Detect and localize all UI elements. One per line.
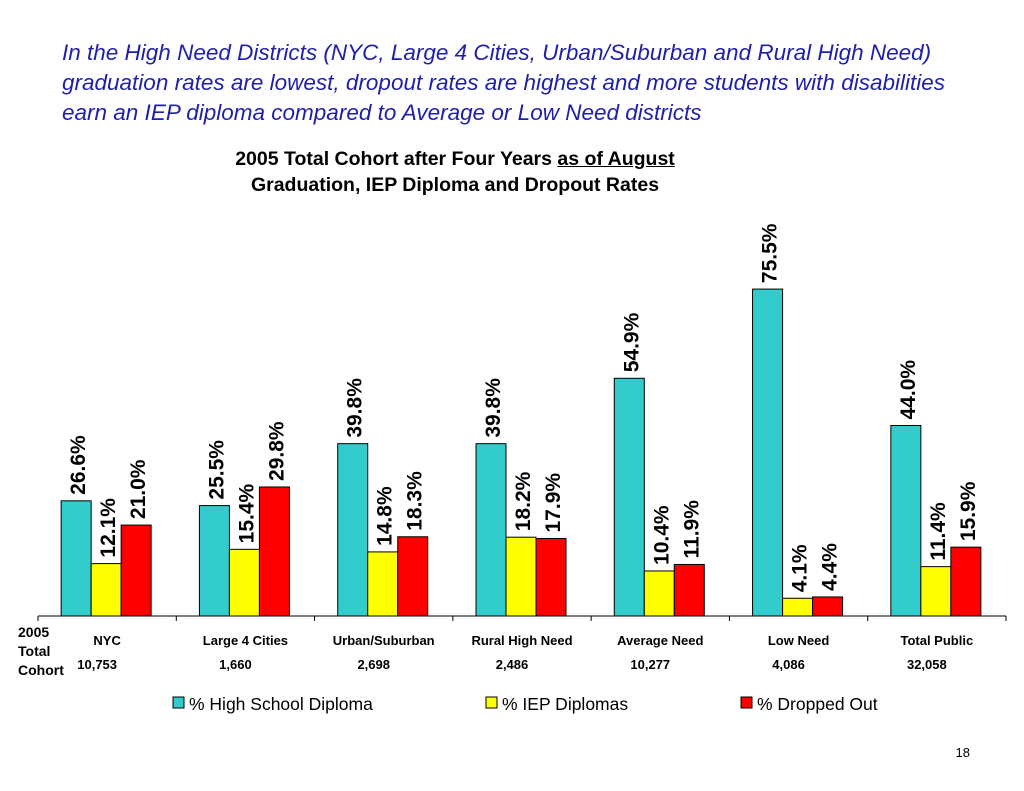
category-label: Average Need: [617, 633, 703, 648]
cohort-count: 10,753: [77, 657, 117, 672]
data-label: 11.4%: [927, 502, 950, 561]
bar: [505, 536, 537, 617]
data-label: 44.0%: [897, 360, 920, 420]
data-label: 75.5%: [759, 223, 782, 283]
legend-swatch: [172, 696, 185, 709]
data-label: 21.0%: [127, 459, 150, 519]
category-label: Low Need: [768, 633, 829, 648]
data-label: 26.6%: [67, 435, 90, 495]
data-label: 10.4%: [650, 505, 673, 565]
category-label: NYC: [93, 633, 121, 648]
cohort-count: 2,698: [357, 657, 390, 672]
data-label: 17.9%: [542, 473, 565, 533]
legend-swatch: [485, 696, 498, 709]
bar: [60, 500, 92, 617]
data-label: 4.4%: [819, 543, 842, 591]
bar: [920, 566, 952, 617]
cohort-count: 1,660: [219, 657, 252, 672]
data-label: 25.5%: [205, 440, 228, 500]
data-label: 4.1%: [789, 544, 812, 592]
bar: [475, 443, 507, 617]
chart-title-line-2: Graduation, IEP Diploma and Dropout Rate…: [250, 174, 660, 196]
bar: [812, 596, 844, 617]
chart-title-main: 2005 Total Cohort after Four Years: [235, 148, 552, 170]
chart-title-underlined: as of August: [557, 148, 675, 170]
cohort-count: 2,486: [496, 657, 529, 672]
bar: [120, 524, 152, 617]
category-label: Rural High Need: [471, 633, 572, 648]
bar: [337, 443, 369, 617]
legend-label: % High School Diploma: [189, 694, 373, 714]
data-label: 29.8%: [265, 421, 288, 481]
bar: [782, 597, 814, 617]
headline-text: In the High Need Districts (NYC, Large 4…: [62, 40, 945, 125]
data-label: 18.2%: [512, 471, 535, 531]
cohort-count: 4,086: [772, 657, 805, 672]
bar: [752, 288, 784, 617]
legend-label: % IEP Diplomas: [502, 694, 628, 714]
legend-label: % Dropped Out: [757, 694, 878, 714]
category-label: Large 4 Cities: [203, 633, 288, 648]
bar: [535, 537, 567, 617]
bar: [613, 377, 645, 617]
bar: [367, 551, 399, 617]
data-label: 15.9%: [957, 481, 980, 541]
data-label: 12.1%: [97, 498, 120, 558]
legend-swatch: [740, 696, 753, 709]
bar: [890, 424, 922, 617]
cohort-row-label: Cohort: [18, 662, 64, 678]
page-number: 18: [955, 745, 970, 760]
data-label: 11.9%: [680, 500, 703, 559]
bar: [673, 563, 705, 617]
bar: [950, 546, 982, 617]
bar: [397, 536, 429, 617]
bar: [643, 570, 675, 617]
chart-title: 2005 Total Cohort after Four Years as of…: [150, 146, 760, 198]
data-label: 39.8%: [344, 378, 367, 438]
category-label: Total Public: [900, 633, 973, 648]
bar: [198, 505, 230, 617]
cohort-row-label: Total: [18, 643, 50, 659]
data-label: 15.4%: [235, 483, 258, 543]
cohort-count: 32,058: [907, 657, 947, 672]
data-label: 54.9%: [620, 312, 643, 372]
bar: [90, 563, 122, 617]
bar: [258, 486, 290, 617]
data-label: 14.8%: [374, 486, 397, 546]
cohort-row-label: 2005: [18, 624, 49, 640]
cohort-count: 10,277: [630, 657, 670, 672]
data-label: 39.8%: [482, 378, 505, 438]
category-label: Urban/Suburban: [333, 633, 435, 648]
bar: [228, 548, 260, 617]
data-label: 18.3%: [404, 471, 427, 531]
chart-title-line-1: 2005 Total Cohort after Four Years as of…: [150, 146, 760, 172]
